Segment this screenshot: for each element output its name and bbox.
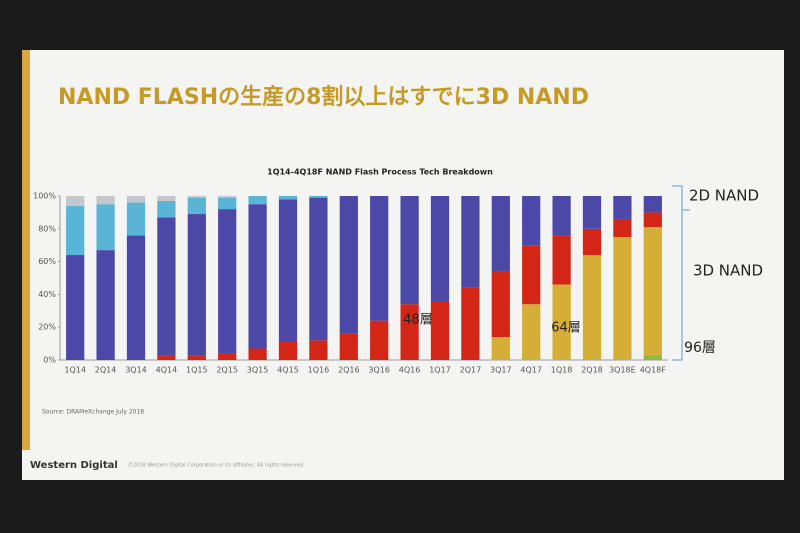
bar-segment — [309, 340, 328, 360]
x-tick-label: 1Q17 — [429, 366, 451, 375]
bar-segment — [187, 355, 206, 360]
bar-segment — [157, 196, 176, 201]
x-tick-label: 1Q16 — [308, 366, 330, 375]
bar-segment — [126, 196, 146, 203]
bar-segment — [66, 205, 85, 256]
y-tick-label: 100% — [33, 192, 56, 201]
x-tick-label: 4Q16 — [399, 366, 421, 375]
bar-segment — [552, 284, 571, 360]
series-label: 48層 — [403, 313, 433, 328]
bar-segment — [582, 196, 602, 229]
bar-segment — [248, 204, 267, 349]
bar-segment — [643, 212, 662, 228]
bar-segment — [126, 202, 146, 236]
bar-segment — [96, 204, 115, 251]
x-tick-label: 4Q15 — [277, 366, 299, 375]
chart-title: 1Q14-4Q18F NAND Flash Process Tech Break… — [267, 168, 493, 177]
y-tick-label: 20% — [38, 323, 56, 332]
x-tick-label: 4Q17 — [520, 366, 542, 375]
bar-segment — [96, 196, 115, 205]
x-tick-label: 3Q15 — [247, 366, 269, 375]
series-label: 2D NAND — [689, 187, 759, 205]
bar-segment — [278, 196, 298, 200]
bar-segment — [218, 197, 237, 210]
y-tick-label: 80% — [38, 224, 56, 233]
bar-segment — [613, 237, 632, 360]
slide-title: NAND FLASHの生産の8割以上はすでに3D NAND — [58, 84, 589, 110]
bar-segment — [66, 255, 85, 360]
x-tick-label: 2Q18 — [581, 366, 603, 375]
bar-segment — [248, 196, 267, 205]
series-label: 96層 — [684, 340, 716, 356]
bar-segment — [582, 255, 602, 360]
bar-segment — [126, 235, 146, 360]
x-tick-label: 3Q14 — [125, 366, 147, 375]
bar-segment — [339, 333, 358, 360]
brand: Western Digital — [30, 460, 118, 471]
x-tick-label: 1Q18 — [551, 366, 573, 375]
bar-segment — [248, 348, 267, 360]
bar-segment — [643, 227, 662, 356]
x-tick-label: 3Q18E — [609, 366, 636, 375]
y-tick-label: 60% — [38, 257, 56, 266]
bar-segment — [370, 320, 389, 360]
bar-segment — [522, 196, 541, 246]
bar-segment — [218, 209, 237, 354]
bar-segment — [187, 214, 206, 356]
x-tick-label: 2Q17 — [460, 366, 482, 375]
bar-segment — [187, 197, 206, 215]
bar-segment — [96, 250, 115, 360]
bar-segment — [309, 197, 328, 341]
bar-segment — [278, 199, 298, 342]
source: Source: DRAMeXchange July 2018 — [42, 409, 144, 416]
bar-segment — [522, 304, 541, 360]
bar-segment — [400, 196, 419, 305]
slide-accent — [22, 50, 30, 450]
x-tick-label: 3Q17 — [490, 366, 512, 375]
bar-segment — [552, 196, 571, 236]
copyright: ©2018 Western Digital Corporation or its… — [128, 462, 305, 469]
bar-segment — [613, 218, 632, 237]
bar-segment — [491, 196, 510, 272]
x-tick-label: 2Q16 — [338, 366, 360, 375]
bar-segment — [370, 196, 389, 321]
bar-segment — [643, 196, 662, 213]
x-tick-label: 3Q16 — [368, 366, 390, 375]
bar-segment — [643, 355, 662, 360]
x-tick-label: 2Q15 — [216, 366, 238, 375]
x-tick-label: 4Q14 — [156, 366, 178, 375]
x-tick-label: 4Q18F — [640, 366, 667, 375]
bar-segment — [157, 200, 176, 218]
bar-segment — [491, 271, 510, 338]
bar-segment — [522, 245, 541, 305]
bar-segment — [218, 196, 237, 198]
series-label: 64層 — [551, 321, 581, 336]
bar-segment — [309, 196, 328, 198]
bar-segment — [66, 196, 85, 206]
x-tick-label: 2Q14 — [95, 366, 117, 375]
x-tick-label: 1Q14 — [64, 366, 86, 375]
bar-segment — [613, 196, 632, 219]
bar-segment — [339, 196, 358, 334]
bar-segment — [582, 228, 602, 256]
bar-segment — [461, 196, 480, 288]
bar-segment — [157, 355, 176, 360]
bar-segment — [278, 341, 298, 360]
x-tick-label: 1Q15 — [186, 366, 208, 375]
bar-segment — [430, 196, 450, 301]
bracket — [672, 185, 690, 361]
bar-segment — [430, 300, 450, 360]
annotation: 3D NAND — [693, 262, 763, 280]
y-tick-label: 40% — [38, 290, 56, 299]
bar-segment — [461, 287, 480, 360]
bar-segment — [187, 196, 206, 198]
bar-segment — [491, 337, 510, 360]
bar-segment — [157, 217, 176, 356]
y-tick-label: 0% — [43, 356, 56, 365]
bar-segment — [218, 353, 237, 360]
bar-segment — [400, 304, 419, 360]
bar-segment — [552, 235, 571, 285]
